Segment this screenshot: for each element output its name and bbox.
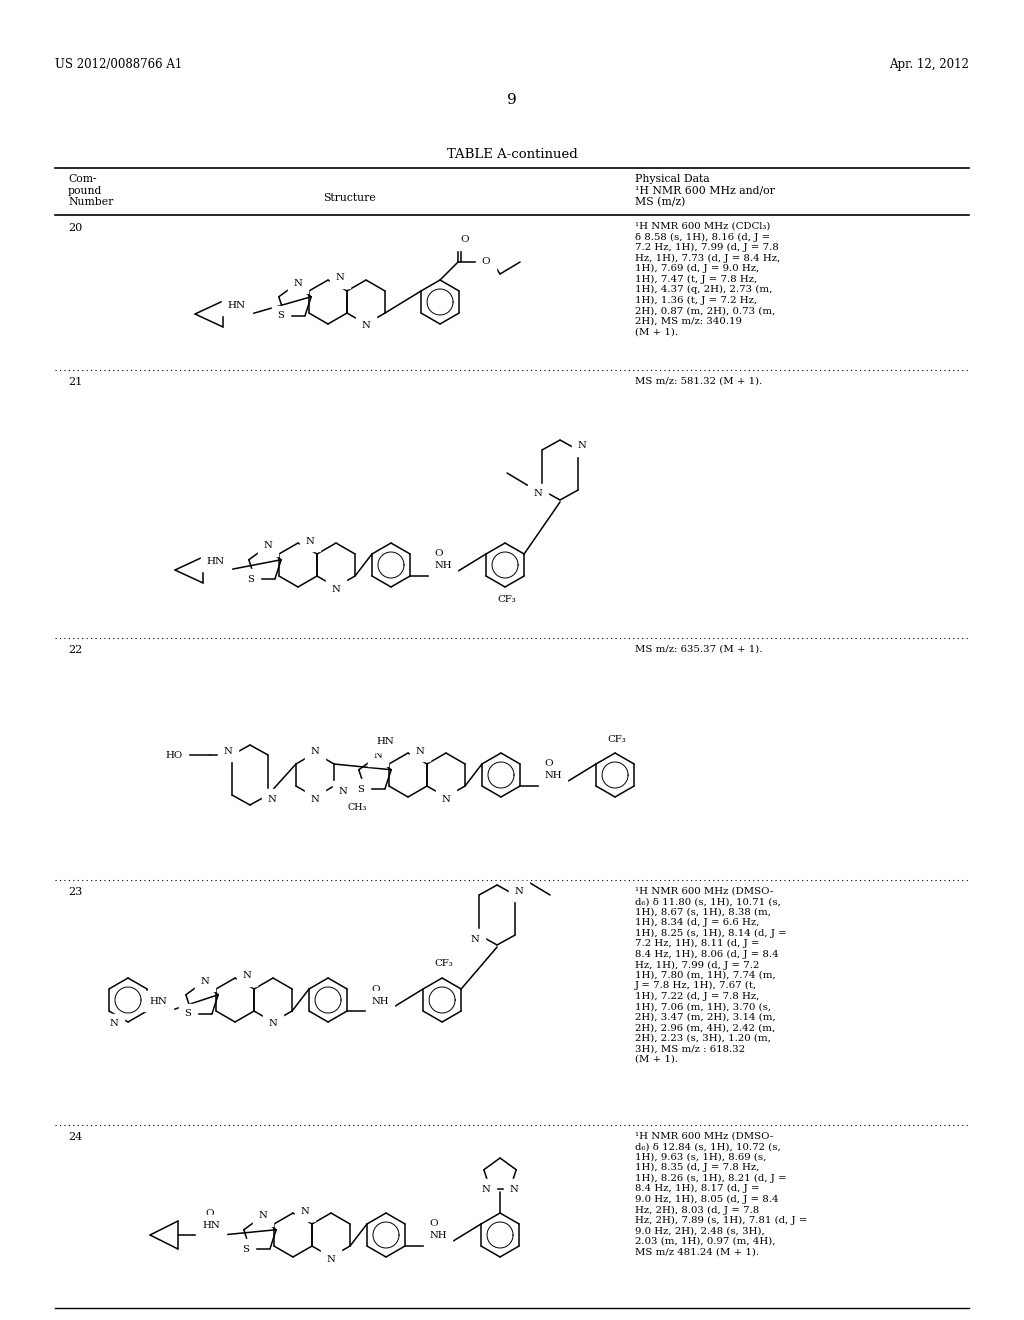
Text: N: N xyxy=(301,1206,309,1216)
Text: 9: 9 xyxy=(507,92,517,107)
Text: MS m/z: 581.32 (M + 1).: MS m/z: 581.32 (M + 1). xyxy=(635,378,763,385)
Text: N: N xyxy=(374,751,382,760)
Text: S: S xyxy=(278,312,285,321)
Text: Structure: Structure xyxy=(324,193,377,203)
Text: S: S xyxy=(184,1010,191,1019)
Text: HN: HN xyxy=(207,557,225,565)
Text: HN: HN xyxy=(202,1221,220,1229)
Text: N: N xyxy=(268,1019,278,1028)
Text: HN: HN xyxy=(150,997,167,1006)
Text: O: O xyxy=(206,1209,214,1217)
Text: NH: NH xyxy=(545,771,562,780)
Text: O: O xyxy=(481,257,490,267)
Text: O: O xyxy=(372,985,381,994)
Text: N: N xyxy=(534,490,543,499)
Text: O: O xyxy=(435,549,443,558)
Text: HN: HN xyxy=(376,738,394,747)
Text: N: N xyxy=(441,795,451,804)
Text: N: N xyxy=(243,972,252,981)
Text: N: N xyxy=(515,887,523,895)
Text: N: N xyxy=(332,585,340,594)
Text: 24: 24 xyxy=(68,1133,82,1142)
Text: O: O xyxy=(461,235,469,244)
Text: 22: 22 xyxy=(68,645,82,655)
Text: ¹H NMR 600 MHz (CDCl₃)
δ 8.58 (s, 1H), 8.16 (d, J =
7.2 Hz, 1H), 7.99 (d, J = 7.: ¹H NMR 600 MHz (CDCl₃) δ 8.58 (s, 1H), 8… xyxy=(635,222,780,337)
Text: N: N xyxy=(223,747,232,755)
Text: US 2012/0088766 A1: US 2012/0088766 A1 xyxy=(55,58,182,71)
Text: N: N xyxy=(110,1019,119,1028)
Text: N: N xyxy=(310,795,319,804)
Text: ¹H NMR 600 MHz (DMSO-
d₆) δ 11.80 (s, 1H), 10.71 (s,
1H), 8.67 (s, 1H), 8.38 (m,: ¹H NMR 600 MHz (DMSO- d₆) δ 11.80 (s, 1H… xyxy=(635,887,786,1064)
Text: N: N xyxy=(481,1184,490,1193)
Text: N: N xyxy=(310,747,319,755)
Text: CF₃: CF₃ xyxy=(498,595,516,605)
Text: Com-
pound
Number: Com- pound Number xyxy=(68,174,114,207)
Text: N: N xyxy=(336,273,344,282)
Text: 23: 23 xyxy=(68,887,82,898)
Text: N: N xyxy=(259,1212,267,1221)
Text: N: N xyxy=(471,935,479,944)
Text: NH: NH xyxy=(372,997,389,1006)
Text: NH: NH xyxy=(429,1232,446,1241)
Text: N: N xyxy=(510,1184,518,1193)
Text: O: O xyxy=(545,759,553,768)
Text: N: N xyxy=(578,441,587,450)
Text: N: N xyxy=(339,787,347,796)
Text: O: O xyxy=(430,1220,438,1229)
Text: CF₃: CF₃ xyxy=(435,960,454,969)
Text: N: N xyxy=(416,747,424,755)
Text: Physical Data
¹H NMR 600 MHz and/or
MS (m/z): Physical Data ¹H NMR 600 MHz and/or MS (… xyxy=(635,174,775,207)
Text: N: N xyxy=(201,977,210,986)
Text: 21: 21 xyxy=(68,378,82,387)
Text: ¹H NMR 600 MHz (DMSO-
d₆) δ 12.84 (s, 1H), 10.72 (s,
1H), 9.63 (s, 1H), 8.69 (s,: ¹H NMR 600 MHz (DMSO- d₆) δ 12.84 (s, 1H… xyxy=(635,1133,807,1257)
Text: N: N xyxy=(294,279,302,288)
Text: N: N xyxy=(361,322,371,330)
Text: N: N xyxy=(267,795,276,804)
Text: N: N xyxy=(305,536,314,545)
Text: S: S xyxy=(248,574,254,583)
Text: NH: NH xyxy=(434,561,452,570)
Text: 20: 20 xyxy=(68,223,82,234)
Text: HO: HO xyxy=(165,751,182,759)
Text: TABLE A-continued: TABLE A-continued xyxy=(446,148,578,161)
Text: S: S xyxy=(243,1245,250,1254)
Text: Apr. 12, 2012: Apr. 12, 2012 xyxy=(889,58,969,71)
Text: HN: HN xyxy=(228,301,246,309)
Text: N: N xyxy=(327,1254,336,1263)
Text: CH₃: CH₃ xyxy=(348,803,368,812)
Text: S: S xyxy=(357,784,365,793)
Text: CF₃: CF₃ xyxy=(607,734,627,743)
Text: MS m/z: 635.37 (M + 1).: MS m/z: 635.37 (M + 1). xyxy=(635,645,763,653)
Text: N: N xyxy=(263,541,272,550)
